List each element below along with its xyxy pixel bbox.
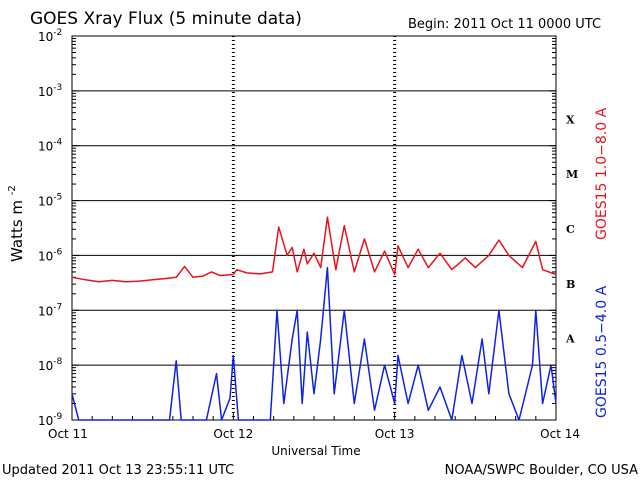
begin-time: Begin: 2011 Oct 11 0000 UTC [408, 17, 601, 32]
y-tick-label: 10-8 [38, 357, 63, 373]
y-tick-exponent: -2 [53, 28, 62, 38]
x-axis-label: Universal Time [271, 444, 360, 458]
svg-text:Watts m -2: Watts m -2 [7, 185, 26, 262]
plot-frame [71, 35, 557, 421]
y-tick-base: 10 [38, 140, 53, 154]
y-tick-exponent: -7 [53, 302, 62, 312]
y-tick-label: 10-7 [38, 302, 62, 318]
legend-label: GOES15 1.0−8.0 A [594, 107, 610, 240]
y-tick-label: 10-3 [38, 83, 62, 99]
flare-class-labels: A B C M X [565, 113, 578, 345]
y-tick-base: 10 [38, 249, 53, 263]
y-tick-base: 10 [38, 85, 53, 99]
y-tick-base: 10 [38, 304, 53, 318]
legend-item: GOES15 0.5−4.0 A [594, 285, 610, 418]
x-axis-ticks: Oct 11 Oct 12 Oct 13 Oct 14 [48, 412, 580, 441]
flare-class-B: B [566, 278, 575, 291]
series-lines [71, 216, 557, 421]
y-tick-base: 10 [38, 195, 53, 209]
y-tick-exponent: -5 [53, 193, 62, 203]
x-tick-label: Oct 14 [540, 427, 580, 441]
flare-class-M: M [566, 168, 578, 181]
updated-timestamp: Updated 2011 Oct 13 23:55:11 UTC [2, 463, 234, 478]
y-tick-base: 10 [38, 30, 53, 44]
series-line-short [71, 266, 557, 421]
flare-class-A: A [565, 333, 575, 346]
flare-class-X: X [566, 113, 575, 126]
y-axis-label: Watts m [8, 200, 26, 262]
legend: GOES15 1.0−8.0 A GOES15 0.5−4.0 A [594, 107, 610, 418]
y-tick-base: 10 [38, 359, 53, 373]
y-tick-exponent: -4 [53, 138, 62, 148]
y-axis-ticks: 10-910-810-710-610-510-410-310-2 [38, 28, 556, 428]
y-tick-label: 10-4 [38, 138, 63, 154]
series-line-long [71, 216, 557, 283]
y-tick-exponent: -8 [53, 357, 62, 367]
y-tick-exponent: -3 [53, 83, 62, 93]
y-tick-base: 10 [38, 414, 53, 428]
x-tick-label: Oct 13 [375, 427, 415, 441]
y-tick-label: 10-2 [38, 28, 62, 44]
x-tick-label: Oct 11 [48, 427, 88, 441]
legend-label: GOES15 0.5−4.0 A [594, 285, 610, 418]
legend-item: GOES15 1.0−8.0 A [594, 107, 610, 240]
x-tick-label: Oct 12 [213, 427, 253, 441]
y-axis-label-exponent: -2 [7, 185, 18, 195]
y-axis-label-group: Watts m -2 [7, 185, 26, 262]
y-tick-label: 10-5 [38, 193, 62, 209]
y-tick-label: 10-6 [38, 247, 63, 263]
flare-class-C: C [566, 223, 575, 236]
credit-label: NOAA/SWPC Boulder, CO USA [445, 463, 638, 478]
chart-title: GOES Xray Flux (5 minute data) [30, 9, 302, 29]
grid-lines [72, 36, 556, 420]
y-tick-exponent: -9 [53, 412, 62, 422]
y-tick-label: 10-9 [38, 412, 63, 428]
y-tick-exponent: -6 [53, 247, 62, 257]
